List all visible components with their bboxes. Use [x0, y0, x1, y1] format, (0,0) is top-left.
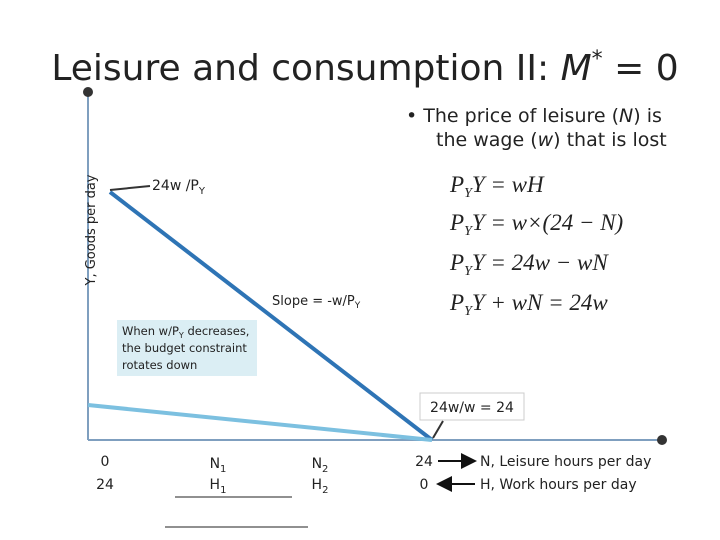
x-label: 0: [420, 477, 429, 493]
eq-text: P: [449, 290, 464, 315]
bullet-text: w: [538, 129, 554, 151]
equations: PYY = wH PYY = w×(24 − N) PYY = 24w − wN…: [449, 172, 623, 319]
title-text: Leisure and consumption II:: [51, 48, 560, 89]
label-sub: Y: [198, 186, 206, 197]
label-text: H: [210, 477, 221, 493]
note-line: the budget constraint: [122, 341, 247, 355]
x-label: 24: [96, 477, 114, 493]
x-label: 24: [415, 454, 433, 470]
connector: [109, 185, 151, 191]
label-sub: Y: [354, 301, 361, 311]
eq-text: P: [449, 250, 464, 275]
eq-sub: Y: [464, 264, 474, 279]
title-rest: = 0: [603, 48, 679, 89]
eq-sub: Y: [464, 304, 474, 319]
bullet-text: N: [619, 105, 633, 127]
x-label: H2: [312, 477, 329, 496]
x-label: N2: [312, 456, 329, 475]
eq-sub: Y: [464, 186, 474, 201]
slope-label: Slope = -w/PY: [272, 294, 361, 311]
label-sub: 2: [322, 464, 328, 475]
budget-line: [108, 190, 434, 442]
bullet-line: • The price of leisure (N) is: [406, 105, 662, 127]
title-symbol: M: [561, 48, 592, 89]
eq-text: P: [449, 210, 464, 235]
x-intercept-label: 24w/w = 24: [430, 400, 514, 416]
label-text: N: [210, 456, 220, 472]
note-sub: Y: [178, 331, 184, 340]
label-sub: 1: [220, 464, 226, 475]
label-text: 24w /P: [152, 178, 199, 194]
label-text: H: [312, 477, 323, 493]
note-text: When w/P: [122, 324, 179, 338]
equation: PYY + wN = 24w: [449, 290, 608, 319]
x-label: 0: [101, 454, 110, 470]
eq-text: P: [449, 172, 464, 197]
bullet-text: ) that is lost: [553, 129, 667, 151]
bullet-text: ) is: [633, 105, 662, 127]
bullet-line: the wage (w) that is lost: [436, 129, 667, 151]
eq-text: Y = 24w − wN: [472, 250, 610, 275]
eq-text: Y = wH: [472, 172, 545, 197]
x-label: N1: [210, 456, 227, 475]
rotated-budget-line: [87, 403, 433, 442]
equation: PYY = w×(24 − N): [449, 210, 623, 239]
note-box: [117, 320, 257, 376]
bullet-text: The price of leisure (: [422, 105, 619, 127]
bullet-text: the wage (: [436, 129, 538, 151]
x-label: H1: [210, 477, 227, 496]
eq-text: Y = w×(24 − N): [472, 210, 623, 235]
label-text: N: [312, 456, 322, 472]
note-line: rotates down: [122, 358, 197, 372]
intercept-label: 24w /PY: [152, 178, 206, 197]
label-text: Slope = -w/P: [272, 294, 355, 309]
equation: PYY = wH: [449, 172, 545, 201]
y-axis-label: Y, Goods per day: [84, 174, 99, 286]
label-sub: 1: [220, 485, 226, 496]
note-line: When w/PY decreases,: [122, 324, 249, 340]
legend-work: H, Work hours per day: [480, 477, 637, 493]
x-labels: 0 N1 N2 24 24 H1 H2 0: [96, 454, 433, 496]
title: Leisure and consumption II: M* = 0: [51, 47, 678, 89]
eq-text: Y + wN = 24w: [472, 290, 609, 315]
note-text: decreases,: [184, 324, 250, 338]
legend-leisure: N, Leisure hours per day: [480, 454, 651, 470]
intercept-box: [419, 392, 525, 421]
title-sup: *: [592, 47, 603, 72]
connector: [432, 420, 444, 439]
equation: PYY = 24w − wN: [449, 250, 609, 279]
label-sub: 2: [322, 485, 328, 496]
eq-sub: Y: [464, 224, 474, 239]
